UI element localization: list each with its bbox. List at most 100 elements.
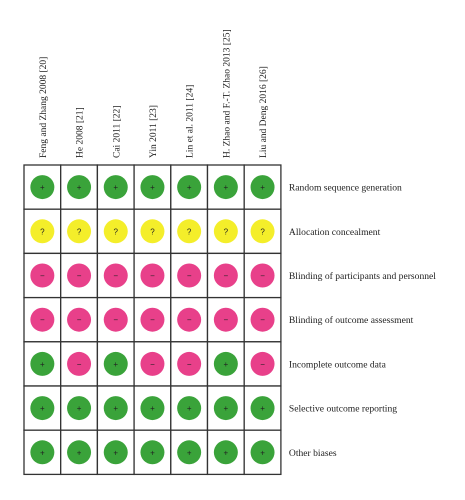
rating-symbol: −	[150, 272, 155, 281]
rating-high-marker	[67, 307, 92, 332]
rating-symbol: −	[40, 272, 45, 281]
rating-low-marker	[67, 440, 92, 465]
rating-unclear-marker	[103, 219, 128, 244]
rating-symbol: −	[77, 360, 82, 369]
domain-label: Blinding of participants and personnel	[289, 271, 436, 282]
rating-low-marker	[177, 396, 202, 421]
rating-symbol: ?	[224, 227, 229, 236]
rating-unclear-marker	[30, 219, 55, 244]
rating-symbol: ?	[77, 227, 82, 236]
rating-low-marker	[213, 175, 238, 200]
rating-symbol: +	[113, 404, 118, 413]
rating-high-marker	[250, 351, 275, 376]
rating-low-marker	[177, 175, 202, 200]
rating-low-marker	[177, 440, 202, 465]
rating-symbol: −	[260, 360, 265, 369]
rating-unclear-marker	[250, 219, 275, 244]
rating-high-marker	[213, 307, 238, 332]
rating-symbol: +	[187, 404, 192, 413]
domain-label: Blinding of outcome assessment	[289, 315, 414, 326]
domain-label: Incomplete outcome data	[289, 359, 387, 370]
rating-symbol: −	[224, 316, 229, 325]
rating-symbol: ?	[40, 227, 45, 236]
rating-symbol: −	[77, 316, 82, 325]
rating-symbol: ?	[150, 227, 155, 236]
rating-low-marker	[250, 175, 275, 200]
domain-label: Allocation concealment	[289, 227, 381, 238]
rating-symbol: +	[77, 183, 82, 192]
study-label: Lin et al. 2011 [24]	[186, 85, 196, 158]
rating-low-marker	[30, 351, 55, 376]
rating-high-marker	[67, 263, 92, 288]
study-label: Yin 2011 [23]	[149, 105, 159, 158]
rating-symbol: −	[113, 316, 118, 325]
rating-high-marker	[103, 263, 128, 288]
rating-symbol: −	[40, 316, 45, 325]
rating-low-marker	[250, 396, 275, 421]
domain-label: Random sequence generation	[289, 183, 402, 194]
rating-symbol: ?	[260, 227, 265, 236]
study-label: Feng and Zhang 2008 [20]	[39, 57, 49, 158]
rating-symbol: +	[40, 183, 45, 192]
domain-label: Other biases	[289, 448, 337, 459]
rating-low-marker	[213, 396, 238, 421]
rating-symbol: +	[260, 183, 265, 192]
rating-high-marker	[177, 351, 202, 376]
rating-low-marker	[140, 396, 165, 421]
rating-low-marker	[103, 351, 128, 376]
rating-symbol: +	[113, 360, 118, 369]
domain-label: Selective outcome reporting	[289, 404, 397, 415]
rating-high-marker	[250, 263, 275, 288]
rating-symbol: −	[260, 272, 265, 281]
rating-symbol: +	[40, 448, 45, 457]
rating-high-marker	[140, 351, 165, 376]
rating-symbol: +	[187, 448, 192, 457]
rating-symbol: −	[113, 272, 118, 281]
rating-symbol: +	[224, 360, 229, 369]
rating-high-marker	[177, 263, 202, 288]
rating-unclear-marker	[140, 219, 165, 244]
rating-unclear-marker	[177, 219, 202, 244]
rating-symbol: +	[224, 183, 229, 192]
rating-symbol: +	[40, 360, 45, 369]
grid-cell	[243, 296, 282, 343]
rating-high-marker	[250, 307, 275, 332]
rating-low-marker	[30, 175, 55, 200]
rating-high-marker	[213, 263, 238, 288]
rating-symbol: +	[150, 183, 155, 192]
rating-symbol: +	[113, 448, 118, 457]
rating-symbol: +	[113, 183, 118, 192]
study-label: He 2008 [21]	[76, 107, 86, 158]
rating-low-marker	[140, 175, 165, 200]
rating-symbol: +	[150, 448, 155, 457]
rating-high-marker	[177, 307, 202, 332]
study-label: Liu and Deng 2016 [26]	[259, 66, 269, 158]
grid-cell	[133, 296, 172, 343]
rating-symbol: ?	[114, 227, 119, 236]
rating-symbol: +	[260, 404, 265, 413]
rating-symbol: −	[77, 272, 82, 281]
rating-grid: + + + + + + +?????? ? − − − − − − − − − − − − − − + − + − − + − + + + + +…	[23, 164, 282, 476]
rating-symbol: −	[187, 272, 192, 281]
rating-symbol: −	[224, 272, 229, 281]
rating-low-marker	[140, 440, 165, 465]
rating-symbol: +	[224, 404, 229, 413]
rating-high-marker	[140, 263, 165, 288]
rating-symbol: +	[77, 448, 82, 457]
rating-low-marker	[67, 396, 92, 421]
rating-low-marker	[103, 440, 128, 465]
rating-low-marker	[30, 440, 55, 465]
rating-low-marker	[213, 440, 238, 465]
study-labels: Feng and Zhang 2008 [20] He 2008 [21] Cai …	[39, 29, 269, 158]
rating-unclear-marker	[67, 219, 92, 244]
study-label: H. Zhao and F.-T. Zhao 2013 [25]	[222, 29, 232, 158]
rating-high-marker	[140, 307, 165, 332]
rating-symbol: +	[224, 448, 229, 457]
rating-high-marker	[30, 307, 55, 332]
rating-symbol: +	[150, 404, 155, 413]
rating-high-marker	[103, 307, 128, 332]
rating-low-marker	[213, 351, 238, 376]
rating-symbol: +	[187, 183, 192, 192]
rating-symbol: −	[150, 316, 155, 325]
